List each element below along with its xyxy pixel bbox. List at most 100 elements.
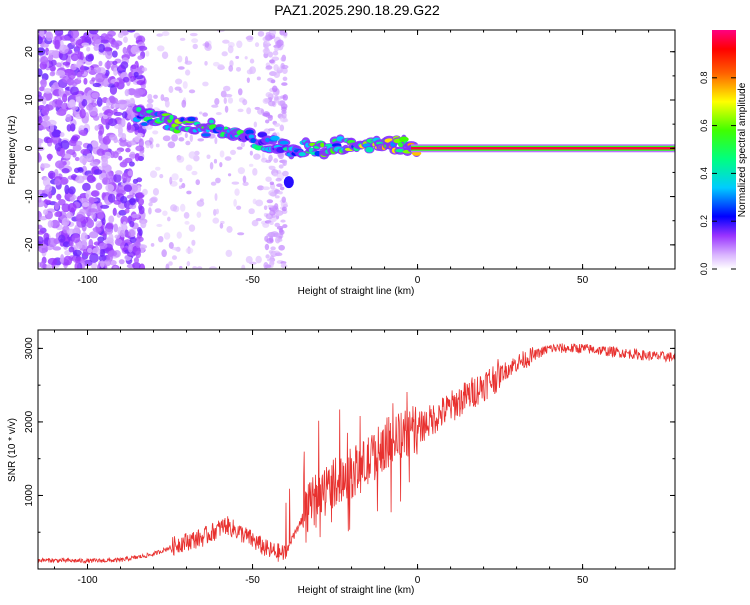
noise-cell-846 [107,112,112,119]
noise-cell-1319 [277,191,283,195]
noise-cell-655 [129,237,137,244]
noise-cell-855 [39,261,46,269]
noise-cell-24 [98,60,103,67]
noise-cell-1133 [150,196,158,203]
noise-cell-932 [182,81,188,89]
noise-cell-1064 [217,64,225,69]
noise-cell-1011 [154,208,162,213]
noise-cell-816 [118,259,125,265]
noise-cell-1304 [265,65,273,70]
noise-cell-1260 [270,246,276,251]
trace-cell--498 [250,138,257,143]
noise-cell-870 [64,184,70,195]
noise-cell-1276 [275,40,282,48]
noise-cell-923 [147,98,154,104]
noise-cell-210 [38,142,42,147]
noise-cell-1080 [263,205,268,211]
noise-cell-693 [82,202,90,208]
noise-cell-1146 [204,41,210,48]
noise-cell-1009 [242,175,247,183]
noise-cell-919 [236,40,243,49]
noise-cell-575 [45,31,54,42]
noise-cell-634 [92,227,102,233]
noise-cell-1192 [264,40,270,46]
noise-cell-837 [101,217,106,226]
noise-cell-1221 [280,262,287,269]
noise-cell-760 [75,140,83,147]
trace-cell--289 [320,142,325,148]
noise-cell-1044 [212,217,220,224]
spectrogram-y-label: Frequency (Hz) [7,116,18,185]
noise-cell-484 [95,72,105,83]
noise-cell-1302 [268,250,274,254]
noise-cell-1140 [176,155,185,163]
noise-cell-726 [84,95,91,101]
noise-cell-1280 [273,71,281,78]
noise-cell-1106 [245,35,254,41]
noise-cell-863 [38,230,45,235]
noise-cell-1190 [280,201,288,208]
noise-cell-1219 [274,94,279,101]
noise-cell-817 [135,145,145,152]
noise-cell-1061 [227,45,234,54]
noise-cell-429 [72,249,82,257]
noise-cell-838 [69,86,79,96]
noise-cell-922 [202,81,209,87]
noise-cell-1239 [276,183,283,188]
colorbar-tick-label-0: 0.0 [699,263,709,276]
noise-cell-370 [80,239,88,250]
noise-cell-1300 [264,34,270,41]
noise-cell-1241 [279,124,285,132]
noise-cell-532 [104,227,114,235]
noise-cell-1251 [269,181,275,186]
colorbar-ticks: 0.0 0.2 0.4 0.6 0.8 [699,72,736,276]
noise-cell-823 [90,190,99,197]
noise-cell-1076 [219,161,223,168]
noise-cell-848 [113,136,118,144]
noise-cell-1079 [185,247,194,254]
noise-cell-706 [137,227,142,233]
noise-cell-1136 [168,85,174,93]
noise-cell-1104 [150,243,155,247]
noise-cell-373 [115,184,126,194]
noise-cell-908 [237,108,244,113]
noise-cell-1070 [249,58,255,64]
noise-cell-740 [133,257,140,264]
noise-cell-903 [244,56,248,60]
noise-cell-722 [137,198,145,206]
noise-cell-1281 [280,56,286,62]
noise-cell-940 [211,104,219,108]
noise-cell-696 [88,30,99,35]
noise-cell-958 [214,193,218,201]
colorbar-tick-label-4: 0.8 [699,72,709,85]
noise-cell-731 [60,139,70,150]
noise-cell-985 [196,200,205,207]
noise-cell-860 [54,211,61,217]
noise-cell-1139 [184,69,191,76]
noise-cell-491 [83,259,93,267]
noise-cell-1165 [280,219,286,223]
noise-cell-495 [47,49,57,55]
noise-cell-809 [120,61,129,69]
noise-cell-1063 [161,31,170,37]
spectrogram-x-label: Height of straight line (km) [298,286,415,297]
noise-cell-1024 [248,163,254,167]
noise-cell-723 [126,106,133,115]
noise-cell-834 [58,234,66,243]
noise-cell-555 [50,59,57,66]
noise-cell-679 [67,81,78,87]
noise-cell-964 [215,112,222,116]
noise-cell-579 [75,39,85,49]
noise-cell-741 [132,178,139,184]
noise-cell-767 [44,184,53,192]
noise-cell-960 [185,140,191,146]
noise-cell-653 [42,177,51,187]
noise-cell-1031 [237,88,243,96]
noise-cell-1015 [184,60,193,65]
noise-cell-1114 [168,241,174,249]
spectrogram-frame [37,29,676,270]
noise-cell-781 [70,30,80,39]
noise-cell-1171 [277,152,285,160]
noise-cell-871 [62,61,71,66]
